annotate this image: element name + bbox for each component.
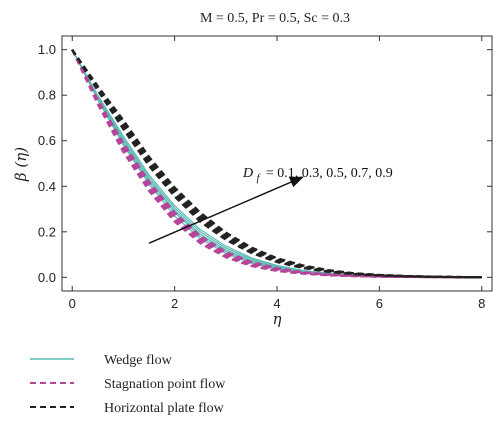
df-annotation-values: = 0.1, 0.3, 0.5, 0.7, 0.9 (266, 166, 393, 181)
chart-title: M = 0.5, Pr = 0.5, Sc = 0.3 (200, 11, 350, 26)
series-0-curve-df-0.9 (71, 49, 482, 278)
series-2-curve-df-0.1 (71, 49, 482, 279)
series-2-curve-df-0.7 (71, 49, 482, 279)
y-tick-label: 1.0 (38, 42, 56, 57)
df-annotation-sub: f (257, 173, 261, 184)
series-2-curve-df-0.9 (71, 49, 482, 279)
x-tick-label: 6 (376, 296, 383, 311)
y-tick-label: 0.6 (38, 133, 56, 148)
axis-ticks: 0 2 4 6 8 0.0 0.2 0.4 0.6 0.8 1.0 (38, 36, 492, 311)
series-0-curve-df-0.5 (71, 49, 482, 278)
legend: Wedge flow Stagnation point flow Horizonta… (30, 353, 226, 416)
x-tick-label: 0 (69, 296, 76, 311)
x-tick-label: 4 (273, 296, 280, 311)
plot-frame (61, 35, 493, 292)
x-axis-title: η (273, 310, 282, 328)
y-tick-label: 0.8 (38, 88, 56, 103)
df-annotation-prefix: D (242, 166, 253, 181)
curves-group (71, 49, 482, 279)
series-2-curve-df-0.3 (71, 49, 482, 279)
series-0-curve-df-0.7 (71, 49, 482, 278)
series-1-curve-df-0.9 (71, 49, 482, 279)
series-1-curve-df-0.7 (71, 49, 482, 279)
df-arrow (148, 176, 304, 244)
series-2-curve-df-0.5 (71, 49, 482, 279)
y-tick-label: 0.0 (38, 270, 56, 285)
legend-label-2: Horizontal plate flow (104, 401, 225, 416)
y-axis-title: β (η) (12, 147, 30, 182)
legend-label-1: Stagnation point flow (104, 377, 226, 392)
x-tick-label: 2 (171, 296, 178, 311)
series-1-curve-df-0.3 (71, 49, 482, 279)
x-tick-label: 8 (478, 296, 485, 311)
series-1-curve-df-0.1 (71, 49, 482, 279)
y-tick-label: 0.4 (38, 179, 56, 194)
series-0-curve-df-0.3 (71, 49, 482, 278)
series-0-curve-df-0.1 (71, 49, 482, 278)
series-1-curve-df-0.5 (71, 49, 482, 279)
legend-label-0: Wedge flow (104, 353, 173, 368)
y-tick-label: 0.2 (38, 224, 56, 239)
df-annotation: D f = 0.1, 0.3, 0.5, 0.7, 0.9 (242, 166, 393, 185)
